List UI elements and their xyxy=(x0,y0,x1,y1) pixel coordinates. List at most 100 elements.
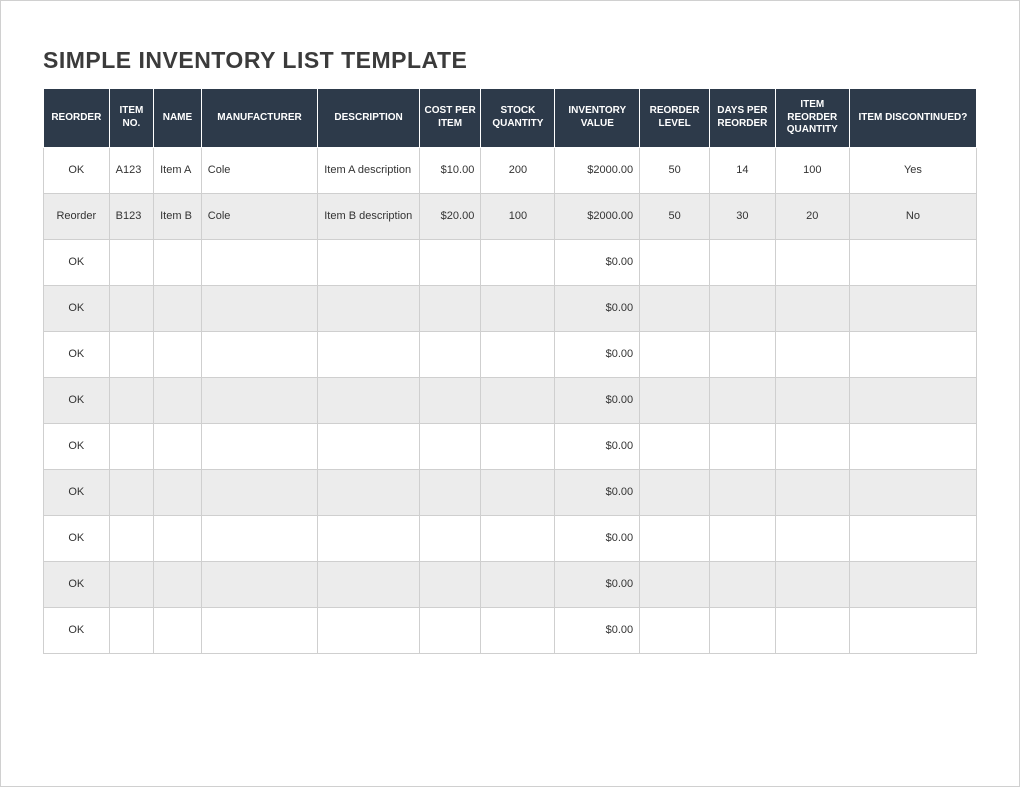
cell-reorder_qty[interactable] xyxy=(775,331,849,377)
cell-reorder_qty[interactable] xyxy=(775,607,849,653)
cell-discontinued[interactable] xyxy=(849,331,976,377)
cell-item_no[interactable] xyxy=(109,423,153,469)
cell-stock_qty[interactable] xyxy=(481,561,555,607)
cell-item_no[interactable] xyxy=(109,515,153,561)
cell-stock_qty[interactable] xyxy=(481,423,555,469)
cell-reorder_lvl[interactable]: 50 xyxy=(640,147,710,193)
cell-discontinued[interactable] xyxy=(849,469,976,515)
cell-cost[interactable]: $20.00 xyxy=(419,193,480,239)
cell-cost[interactable] xyxy=(419,515,480,561)
cell-item_no[interactable] xyxy=(109,607,153,653)
cell-cost[interactable] xyxy=(419,423,480,469)
cell-reorder_qty[interactable] xyxy=(775,423,849,469)
cell-days_per[interactable]: 14 xyxy=(710,147,776,193)
cell-stock_qty[interactable] xyxy=(481,607,555,653)
cell-cost[interactable] xyxy=(419,331,480,377)
cell-stock_qty[interactable] xyxy=(481,239,555,285)
cell-item_no[interactable] xyxy=(109,239,153,285)
cell-discontinued[interactable] xyxy=(849,515,976,561)
cell-discontinued[interactable] xyxy=(849,423,976,469)
cell-cost[interactable] xyxy=(419,377,480,423)
cell-name[interactable]: Item A xyxy=(154,147,202,193)
cell-reorder_lvl[interactable] xyxy=(640,285,710,331)
cell-cost[interactable]: $10.00 xyxy=(419,147,480,193)
cell-days_per[interactable] xyxy=(710,607,776,653)
cell-reorder[interactable]: Reorder xyxy=(44,193,110,239)
cell-reorder_qty[interactable] xyxy=(775,469,849,515)
cell-reorder_lvl[interactable] xyxy=(640,607,710,653)
cell-reorder_lvl[interactable] xyxy=(640,331,710,377)
cell-manufacturer[interactable]: Cole xyxy=(201,193,317,239)
cell-reorder[interactable]: OK xyxy=(44,285,110,331)
cell-reorder_lvl[interactable] xyxy=(640,515,710,561)
cell-name[interactable] xyxy=(154,331,202,377)
cell-item_no[interactable]: A123 xyxy=(109,147,153,193)
cell-manufacturer[interactable]: Cole xyxy=(201,147,317,193)
cell-inv_value[interactable]: $0.00 xyxy=(555,331,640,377)
cell-description[interactable] xyxy=(318,515,420,561)
cell-inv_value[interactable]: $0.00 xyxy=(555,515,640,561)
cell-item_no[interactable]: B123 xyxy=(109,193,153,239)
cell-reorder_qty[interactable] xyxy=(775,561,849,607)
cell-item_no[interactable] xyxy=(109,331,153,377)
cell-reorder_lvl[interactable] xyxy=(640,423,710,469)
cell-inv_value[interactable]: $0.00 xyxy=(555,561,640,607)
cell-reorder_qty[interactable]: 100 xyxy=(775,147,849,193)
cell-reorder_lvl[interactable] xyxy=(640,239,710,285)
cell-manufacturer[interactable] xyxy=(201,469,317,515)
cell-reorder_qty[interactable] xyxy=(775,515,849,561)
cell-days_per[interactable] xyxy=(710,515,776,561)
cell-reorder_lvl[interactable]: 50 xyxy=(640,193,710,239)
cell-description[interactable] xyxy=(318,285,420,331)
cell-name[interactable] xyxy=(154,285,202,331)
cell-inv_value[interactable]: $0.00 xyxy=(555,239,640,285)
cell-cost[interactable] xyxy=(419,469,480,515)
cell-reorder[interactable]: OK xyxy=(44,147,110,193)
cell-stock_qty[interactable] xyxy=(481,377,555,423)
cell-reorder_qty[interactable] xyxy=(775,377,849,423)
cell-days_per[interactable] xyxy=(710,423,776,469)
cell-discontinued[interactable] xyxy=(849,607,976,653)
cell-cost[interactable] xyxy=(419,561,480,607)
cell-inv_value[interactable]: $0.00 xyxy=(555,377,640,423)
cell-stock_qty[interactable]: 200 xyxy=(481,147,555,193)
cell-days_per[interactable] xyxy=(710,285,776,331)
cell-inv_value[interactable]: $2000.00 xyxy=(555,147,640,193)
cell-description[interactable] xyxy=(318,377,420,423)
cell-cost[interactable] xyxy=(419,607,480,653)
cell-reorder[interactable]: OK xyxy=(44,377,110,423)
cell-days_per[interactable] xyxy=(710,469,776,515)
cell-stock_qty[interactable] xyxy=(481,331,555,377)
cell-item_no[interactable] xyxy=(109,469,153,515)
cell-name[interactable] xyxy=(154,607,202,653)
cell-discontinued[interactable] xyxy=(849,239,976,285)
cell-name[interactable] xyxy=(154,377,202,423)
cell-reorder[interactable]: OK xyxy=(44,469,110,515)
cell-days_per[interactable] xyxy=(710,239,776,285)
cell-manufacturer[interactable] xyxy=(201,515,317,561)
cell-item_no[interactable] xyxy=(109,285,153,331)
cell-reorder[interactable]: OK xyxy=(44,423,110,469)
cell-name[interactable] xyxy=(154,239,202,285)
cell-description[interactable] xyxy=(318,423,420,469)
cell-reorder_lvl[interactable] xyxy=(640,377,710,423)
cell-reorder_qty[interactable] xyxy=(775,239,849,285)
cell-discontinued[interactable] xyxy=(849,561,976,607)
cell-days_per[interactable] xyxy=(710,331,776,377)
cell-manufacturer[interactable] xyxy=(201,331,317,377)
cell-reorder[interactable]: OK xyxy=(44,607,110,653)
cell-cost[interactable] xyxy=(419,285,480,331)
cell-description[interactable] xyxy=(318,561,420,607)
cell-description[interactable] xyxy=(318,469,420,515)
cell-discontinued[interactable] xyxy=(849,285,976,331)
cell-reorder_lvl[interactable] xyxy=(640,469,710,515)
cell-discontinued[interactable] xyxy=(849,377,976,423)
cell-name[interactable] xyxy=(154,561,202,607)
cell-description[interactable] xyxy=(318,239,420,285)
cell-reorder[interactable]: OK xyxy=(44,239,110,285)
cell-description[interactable] xyxy=(318,607,420,653)
cell-name[interactable]: Item B xyxy=(154,193,202,239)
cell-cost[interactable] xyxy=(419,239,480,285)
cell-manufacturer[interactable] xyxy=(201,561,317,607)
cell-item_no[interactable] xyxy=(109,561,153,607)
